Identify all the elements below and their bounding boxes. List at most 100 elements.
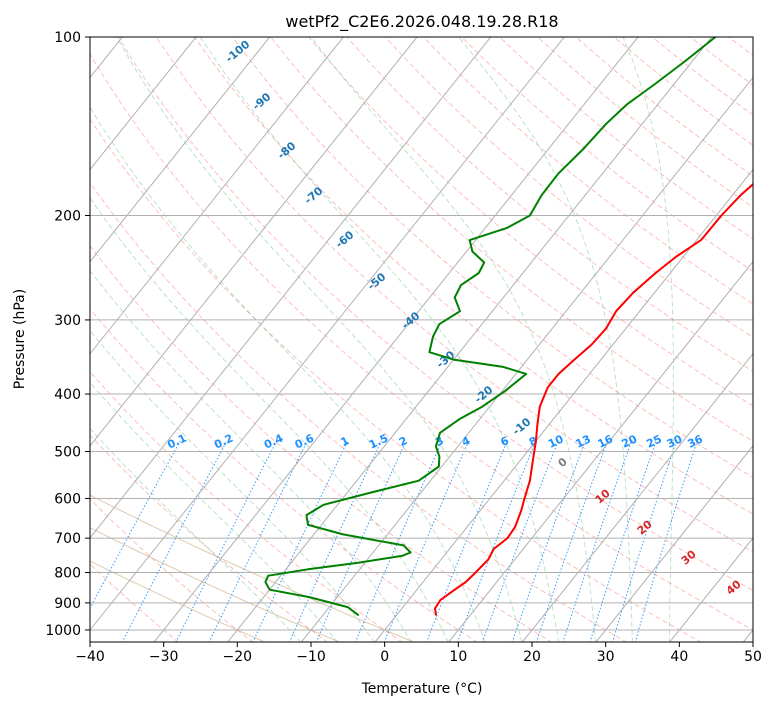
y-tick-label: 700 <box>54 531 81 547</box>
isotherm-label: -10 <box>510 415 534 438</box>
isotherm-line <box>90 37 345 355</box>
isotherm-line <box>521 352 753 642</box>
mixing-ratio-line <box>383 440 469 642</box>
adiabat-curve <box>90 527 341 642</box>
dry-adiabat <box>90 118 702 642</box>
mixing-ratio-line <box>121 440 228 642</box>
isotherm-label: 10 <box>593 486 613 506</box>
x-axis-ticks: −40 −30 −20 −10 0 10 20 30 40 50 <box>75 642 762 665</box>
isotherm-line <box>0 24 59 643</box>
dry-adiabat <box>90 53 753 631</box>
mixing-ratio-line <box>589 440 657 642</box>
isotherm-label: 0 <box>556 455 570 470</box>
series-layer <box>264 37 753 617</box>
isotherm-line <box>90 37 197 171</box>
dry-adiabat <box>90 498 254 642</box>
moist-adiabat <box>116 37 523 642</box>
x-tick-label: 40 <box>670 649 688 665</box>
mixing-ratio-line <box>562 440 633 642</box>
dry-adiabat <box>308 37 753 407</box>
isotherm-line <box>300 76 753 642</box>
moist-adiabat <box>90 197 449 642</box>
y-axis-label: Pressure (hPa) <box>12 289 28 389</box>
isotherm-line <box>374 168 753 642</box>
moist-adiabat <box>90 427 301 642</box>
mixing-ratio-label: 25 <box>644 432 663 450</box>
mixing-ratio-line <box>511 440 586 642</box>
dry-adiabat <box>270 37 753 442</box>
mixing-ratio-line <box>535 440 608 642</box>
moist-adiabat <box>622 37 674 642</box>
x-tick-label: 0 <box>380 649 389 665</box>
dry-adiabat <box>690 37 753 86</box>
isotherm-label: 20 <box>635 517 655 537</box>
mixing-ratio-label: 13 <box>574 432 593 450</box>
y-tick-label: 200 <box>54 209 81 225</box>
x-tick-label: −40 <box>75 649 105 665</box>
moist-adiabat <box>310 37 597 642</box>
isotherm-line <box>90 37 418 447</box>
background-reference-lines <box>90 37 775 643</box>
isotherm-line <box>448 260 753 642</box>
dry-adiabat <box>232 37 753 478</box>
mixing-ratio-label: 0.2 <box>212 432 235 452</box>
y-tick-label: 900 <box>54 596 81 612</box>
dry-adiabat <box>346 37 753 372</box>
mixing-ratio-line <box>252 440 349 642</box>
mixing-ratio-label: 8 <box>527 434 539 449</box>
mixing-ratio-label: 30 <box>665 432 685 450</box>
moist-adiabat <box>90 106 486 642</box>
mixing-ratio-line <box>634 440 698 642</box>
x-tick-label: 20 <box>523 649 541 665</box>
dry-adiabat <box>90 434 329 642</box>
isotherm-line <box>227 37 713 642</box>
isotherm-label: 40 <box>724 577 744 597</box>
mixing-ratio-line <box>208 440 308 642</box>
mixing-ratio-label: 0.1 <box>165 432 188 452</box>
mixing-ratio-label: 20 <box>620 432 640 450</box>
mixing-ratio-label: 1.5 <box>367 432 390 452</box>
dry-adiabat <box>117 37 753 592</box>
dry-adiabat <box>767 37 775 643</box>
mixing-ratio-label: 2 <box>397 434 409 449</box>
moist-adiabat <box>458 37 633 642</box>
dry-adiabat <box>384 37 753 338</box>
mixing-ratio-label: 6 <box>499 434 512 449</box>
dry-adiabat <box>90 563 179 642</box>
mixing-ratio-line <box>481 440 559 642</box>
dry-adiabat <box>537 37 753 208</box>
isotherm-line <box>742 629 753 642</box>
isotherm-line <box>90 37 492 539</box>
mixing-ratio-label: 1 <box>339 434 351 449</box>
dry-adiabat <box>90 308 478 642</box>
isotherm-line <box>90 37 566 631</box>
isotherm-label: -60 <box>333 228 357 251</box>
y-tick-label: 300 <box>54 313 81 329</box>
isotherm-label: -40 <box>399 309 423 332</box>
mixing-ratio-line <box>90 440 181 610</box>
isotherm-label: -50 <box>365 270 389 293</box>
x-tick-label: −30 <box>149 649 179 665</box>
y-tick-label: 400 <box>54 387 81 403</box>
adiabat-curve <box>90 560 266 642</box>
dry-adiabat <box>575 37 753 177</box>
mixing-ratio-label: 0.4 <box>262 431 285 451</box>
mixing-ratio-line <box>426 440 508 642</box>
x-tick-label: −10 <box>296 649 326 665</box>
isotherm-label: -70 <box>302 184 326 207</box>
mixing-ratio-label: 16 <box>596 432 616 450</box>
mixing-ratio-label: 10 <box>546 432 566 450</box>
temperature-profile-line <box>434 182 753 616</box>
isotherm-line <box>90 37 271 263</box>
x-tick-label: −20 <box>223 649 253 665</box>
isotherm-line <box>595 445 753 642</box>
dry-adiabat <box>422 37 753 305</box>
moist-adiabat <box>90 330 375 642</box>
mixing-ratio-line <box>611 440 677 642</box>
y-tick-label: 100 <box>54 30 81 46</box>
y-tick-label: 1000 <box>45 623 81 639</box>
grid-lines <box>0 24 753 643</box>
moist-adiabat <box>199 37 560 642</box>
dry-adiabat <box>613 37 753 146</box>
